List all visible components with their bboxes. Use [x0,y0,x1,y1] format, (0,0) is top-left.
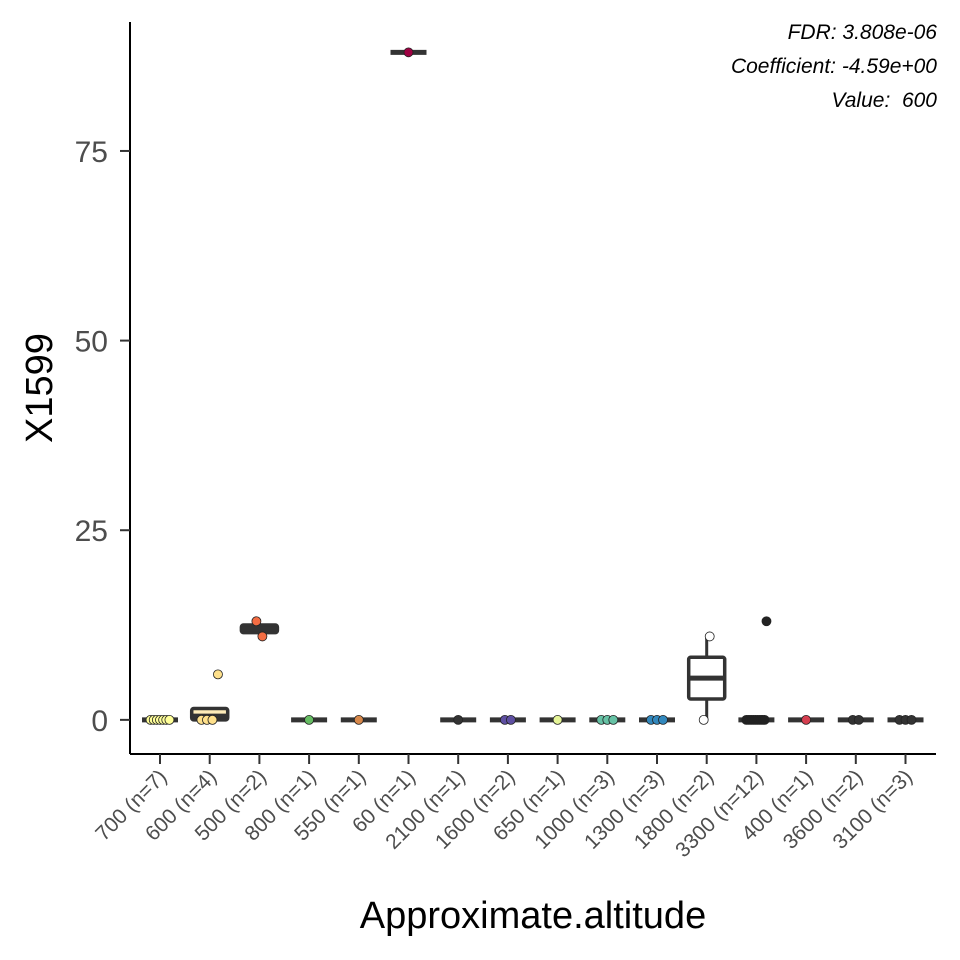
x-axis-title: Approximate.altitude [360,895,706,937]
annotations: FDR: 3.808e-06 Coefficient: -4.59e+00 Va… [731,21,937,112]
plot-area: 0 25 50 75 700 (n=7)600 (n=4)500 (n=2)800 (… [75,22,936,862]
data-point [213,669,223,680]
data-point [207,714,218,725]
data-point [759,714,770,725]
data-point [403,47,414,58]
box-11 [686,636,727,720]
data-point [164,714,175,725]
data-point [505,714,516,725]
data-point [704,631,715,642]
data-point [453,714,464,725]
data-point [251,616,262,627]
y-tick-label: 25 [75,515,108,548]
y-ticks: 0 25 50 75 [75,136,130,738]
data-point [761,616,772,627]
data-point [853,714,864,725]
data-point [608,714,619,725]
data-point [698,714,709,725]
y-axis-title: X1599 [19,333,61,443]
y-tick-label: 50 [75,326,108,359]
annotation-fdr: FDR: 3.808e-06 [788,21,938,44]
x-ticks: 700 (n=7)600 (n=4)500 (n=2)800 (n=1)550 … [91,754,917,862]
y-tick-label: 75 [75,136,108,169]
y-tick-label: 0 [91,705,108,738]
data-point [353,714,364,725]
data-point [304,714,315,725]
data-point [801,714,811,725]
data-point [658,714,668,725]
data-point [257,631,268,642]
data-point [552,714,563,725]
data-points [145,47,917,725]
annotation-value: Value: 600 [832,89,938,112]
annotation-coefficient: Coefficient: -4.59e+00 [731,55,937,78]
data-point [906,714,917,725]
